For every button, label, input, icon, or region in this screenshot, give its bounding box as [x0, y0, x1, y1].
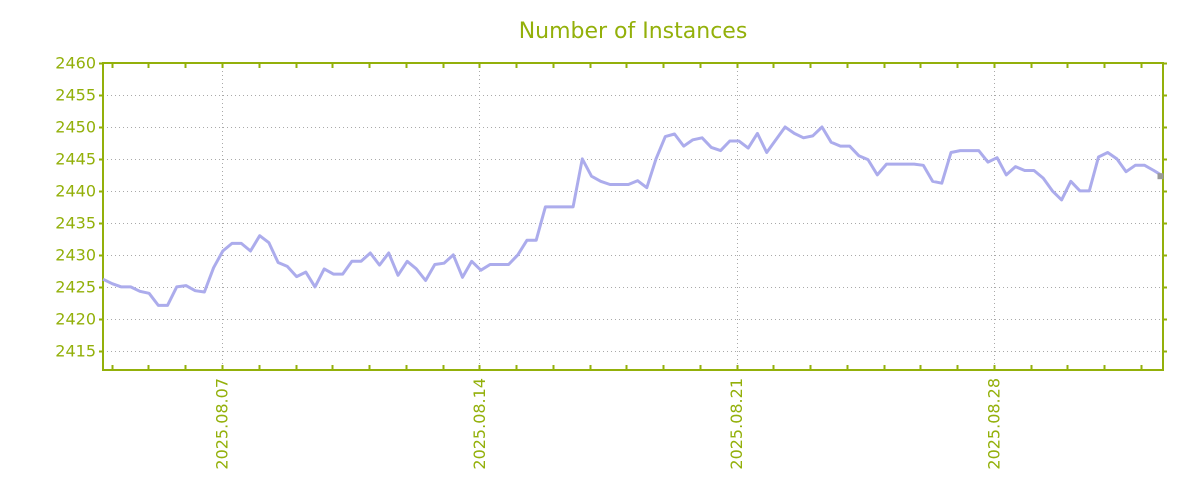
x-tick-label-2025.08.07: 2025.08.07 — [213, 378, 232, 470]
x-tick-label-2025.08.14: 2025.08.14 — [470, 378, 489, 470]
y-tick-label-2425: 2425 — [55, 277, 96, 296]
grid-layer — [103, 63, 1163, 370]
axis-layer — [99, 62, 1167, 371]
series-layer — [102, 125, 1164, 307]
y-tick-label-2455: 2455 — [55, 85, 96, 104]
series-end-marker — [1157, 173, 1164, 180]
y-tick-label-2435: 2435 — [55, 213, 96, 232]
x-tick-label-2025.08.28: 2025.08.28 — [985, 378, 1004, 470]
axis-labels: 2460 2455 2450 2445 2440 2435 2430 2425 2420 2415… — [55, 54, 1003, 470]
y-tick-label-2440: 2440 — [55, 181, 96, 200]
y-tick-label-2445: 2445 — [55, 149, 96, 168]
y-tick-label-2415: 2415 — [55, 341, 96, 360]
y-tick-label-2420: 2420 — [55, 309, 96, 328]
y-tick-label-2460: 2460 — [55, 54, 96, 73]
series-line-instances — [102, 125, 1164, 307]
y-tick-label-2450: 2450 — [55, 117, 96, 136]
plot-frame — [102, 62, 1164, 371]
chart-title: Number of Instances — [519, 19, 748, 44]
y-tick-label-2430: 2430 — [55, 245, 96, 264]
x-tick-label-2025.08.21: 2025.08.21 — [727, 378, 746, 470]
